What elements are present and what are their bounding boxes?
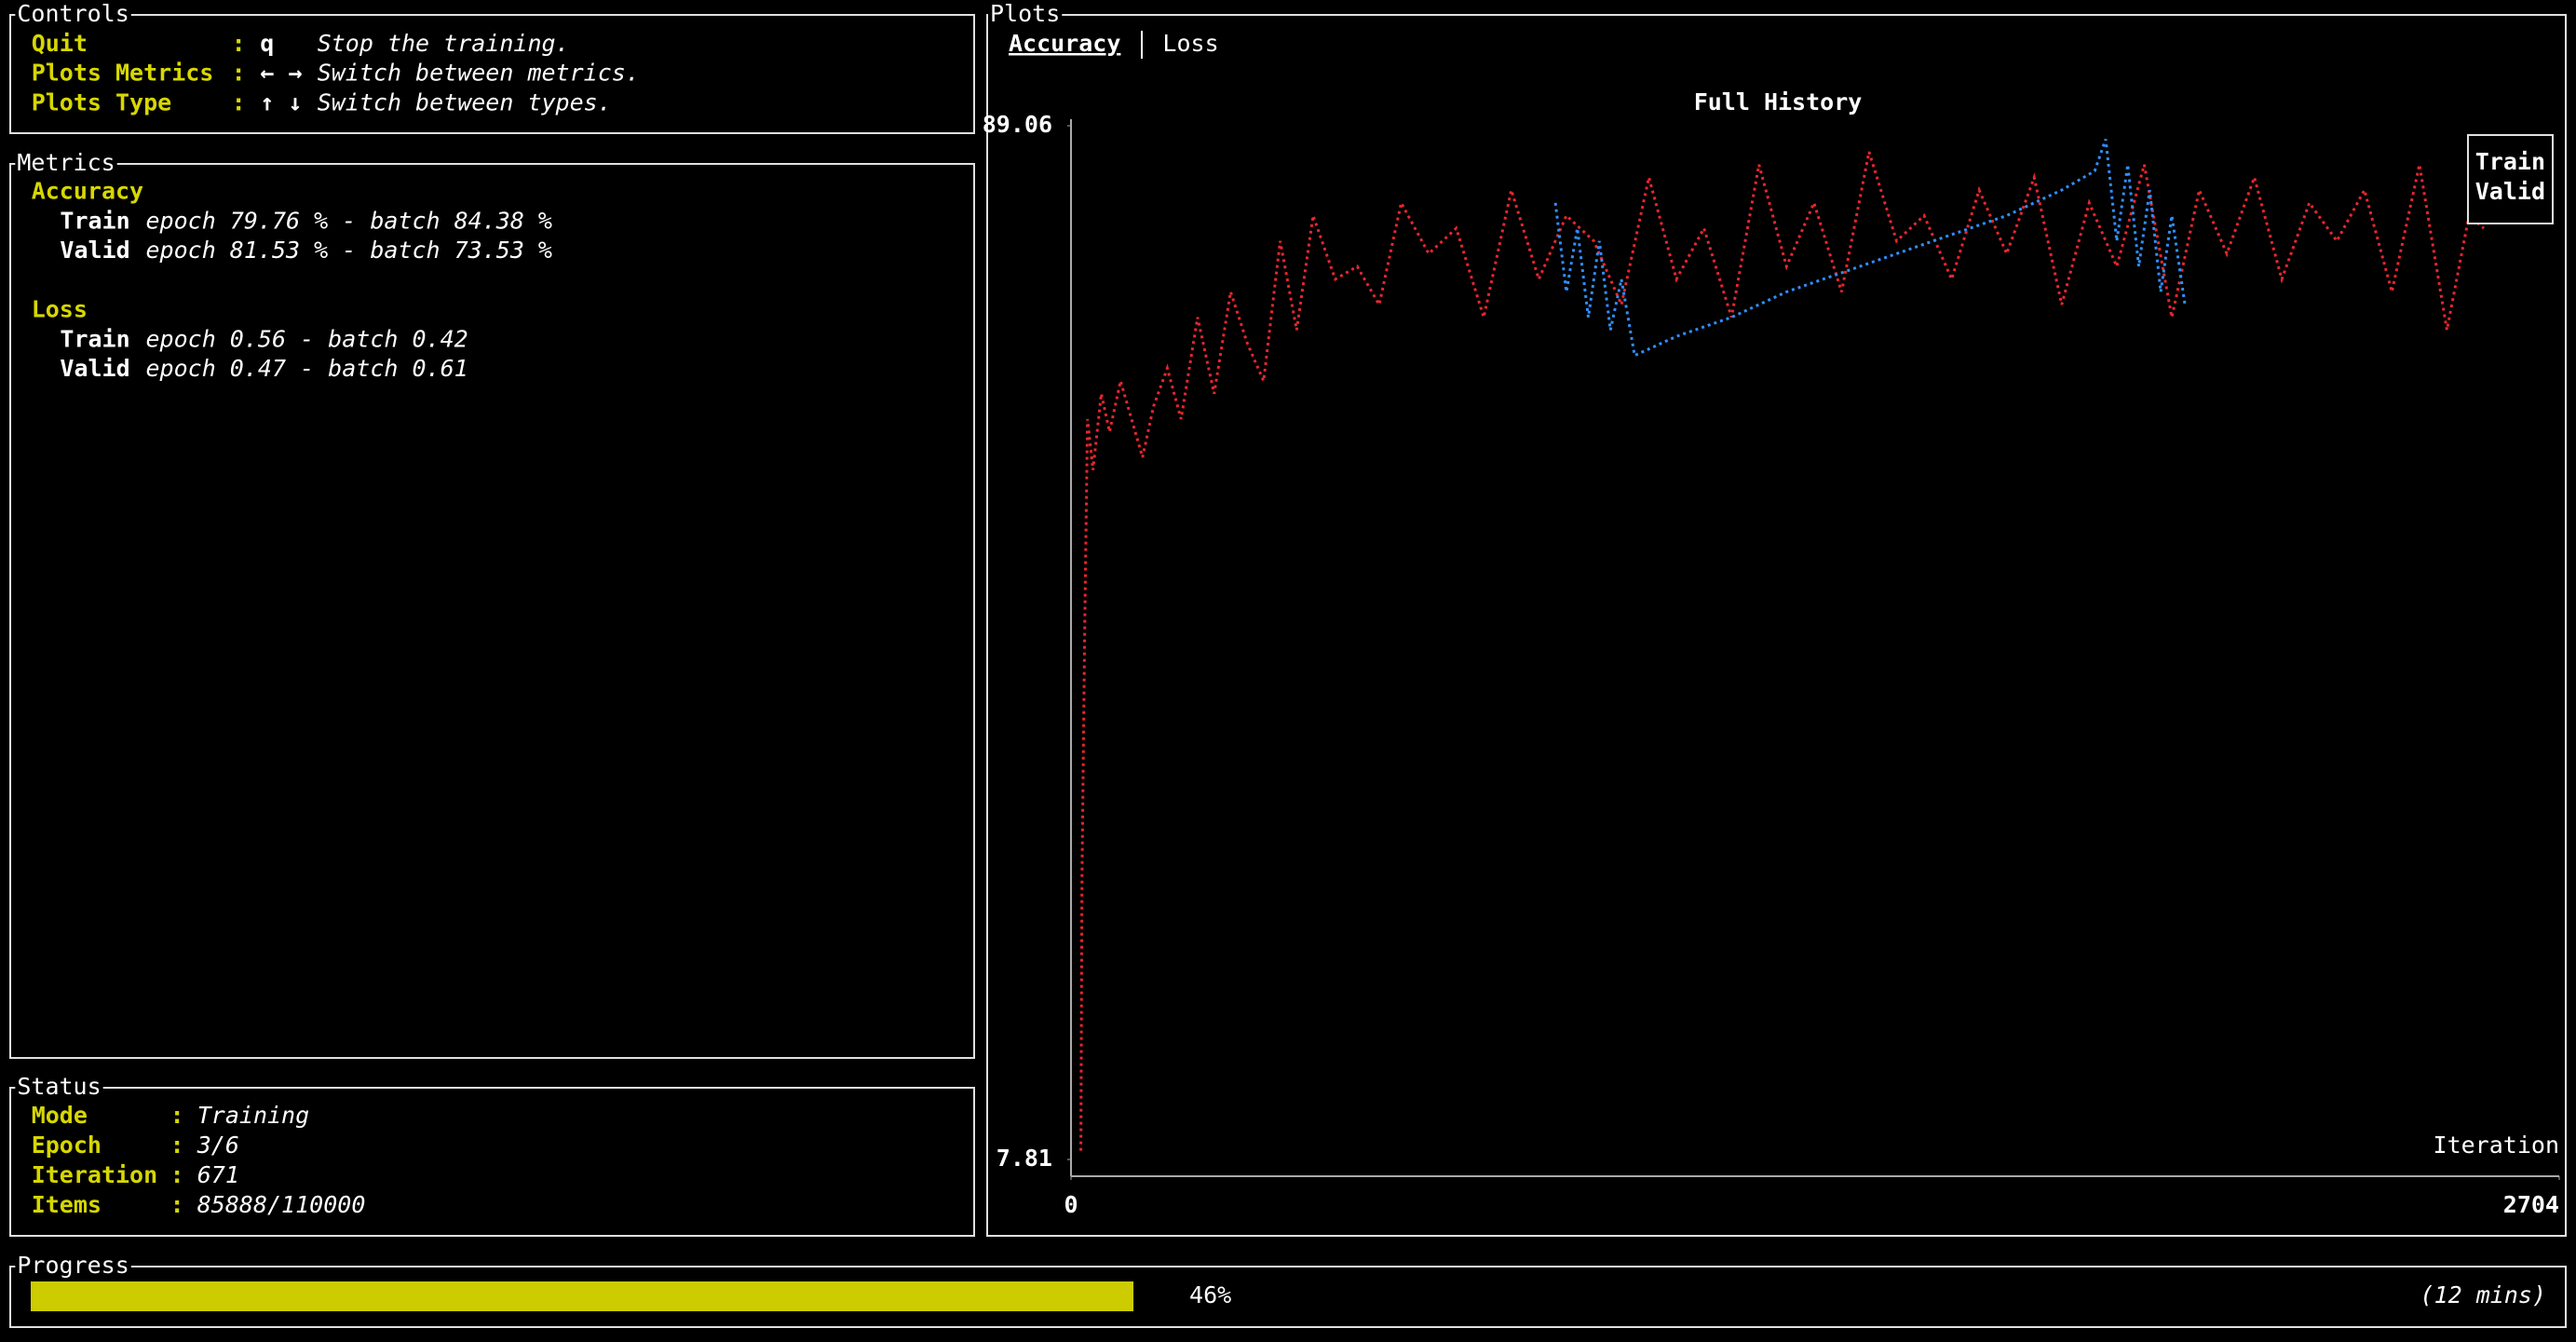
status-value: 671 — [197, 1161, 239, 1188]
control-key: ↑ ↓ — [260, 88, 302, 115]
control-key: ← → — [260, 60, 302, 87]
progress-percent: 46% — [1189, 1281, 1231, 1308]
legend-entry: Train — [2475, 148, 2545, 175]
progress-eta: (12 mins) — [2420, 1281, 2546, 1308]
box-title: Status — [17, 1073, 101, 1100]
progress-bar — [31, 1281, 1134, 1311]
control-description: Stop the training. — [318, 30, 570, 57]
plot-tab[interactable]: Loss — [1162, 30, 1218, 57]
x-axis-label: Iteration — [2434, 1132, 2559, 1159]
metrics-box — [9, 163, 975, 1059]
status-box — [9, 1087, 975, 1237]
status-value: 3/6 — [197, 1132, 239, 1159]
box-title: Progress — [17, 1252, 129, 1279]
controls-box — [9, 14, 975, 134]
metric-split: Train — [60, 207, 129, 234]
separator: : — [232, 88, 246, 115]
metric-split: Valid — [60, 355, 129, 382]
metric-value: epoch 0.47 - batch 0.61 — [146, 355, 468, 382]
status-name: Iteration — [32, 1161, 157, 1188]
separator: : — [170, 1161, 184, 1188]
plot-tab[interactable]: Accuracy — [1009, 30, 1120, 57]
series-line — [1079, 151, 2485, 1151]
x-tick-label: 2704 — [2503, 1191, 2559, 1218]
y-tick-label: 7.81 — [997, 1145, 1052, 1172]
legend-entry: Valid — [2475, 178, 2545, 205]
separator: : — [170, 1132, 184, 1159]
metric-group: Loss — [32, 296, 88, 323]
metric-split: Train — [60, 325, 129, 352]
title-background — [15, 0, 131, 27]
control-description: Switch between metrics. — [318, 60, 640, 87]
separator: : — [170, 1102, 184, 1129]
status-name: Items — [32, 1191, 102, 1218]
control-name: Quit — [32, 30, 88, 57]
metric-value: epoch 79.76 % - batch 84.38 % — [146, 207, 553, 234]
plots-box — [986, 14, 2567, 1237]
separator: : — [232, 30, 246, 57]
status-name: Mode — [32, 1102, 88, 1129]
title-background — [15, 1073, 103, 1100]
title-background — [15, 1252, 131, 1279]
metric-group: Accuracy — [32, 178, 143, 205]
chart-title: Full History — [1694, 88, 1863, 115]
metric-value: epoch 0.56 - batch 0.42 — [146, 325, 468, 352]
series-line — [1553, 139, 2187, 358]
title-background — [988, 0, 1063, 27]
control-key: q — [260, 30, 274, 57]
control-description: Switch between types. — [318, 88, 612, 115]
status-value: 85888/110000 — [197, 1191, 366, 1218]
control-name: Plots Type — [32, 88, 172, 115]
progress-box — [9, 1266, 2567, 1328]
legend-box — [2467, 134, 2554, 224]
separator: : — [232, 60, 246, 87]
x-tick-label: 0 — [1064, 1191, 1078, 1218]
status-name: Epoch — [32, 1132, 102, 1159]
y-tick-label: 89.06 — [983, 111, 1052, 138]
metric-split: Valid — [60, 237, 129, 264]
title-background — [15, 149, 117, 176]
box-title: Metrics — [17, 149, 115, 176]
separator: : — [170, 1191, 184, 1218]
status-value: Training — [197, 1102, 309, 1129]
control-name: Plots Metrics — [32, 60, 214, 87]
metric-value: epoch 81.53 % - batch 73.53 % — [146, 237, 553, 264]
box-title: Plots — [990, 0, 1060, 27]
box-title: Controls — [17, 0, 129, 27]
